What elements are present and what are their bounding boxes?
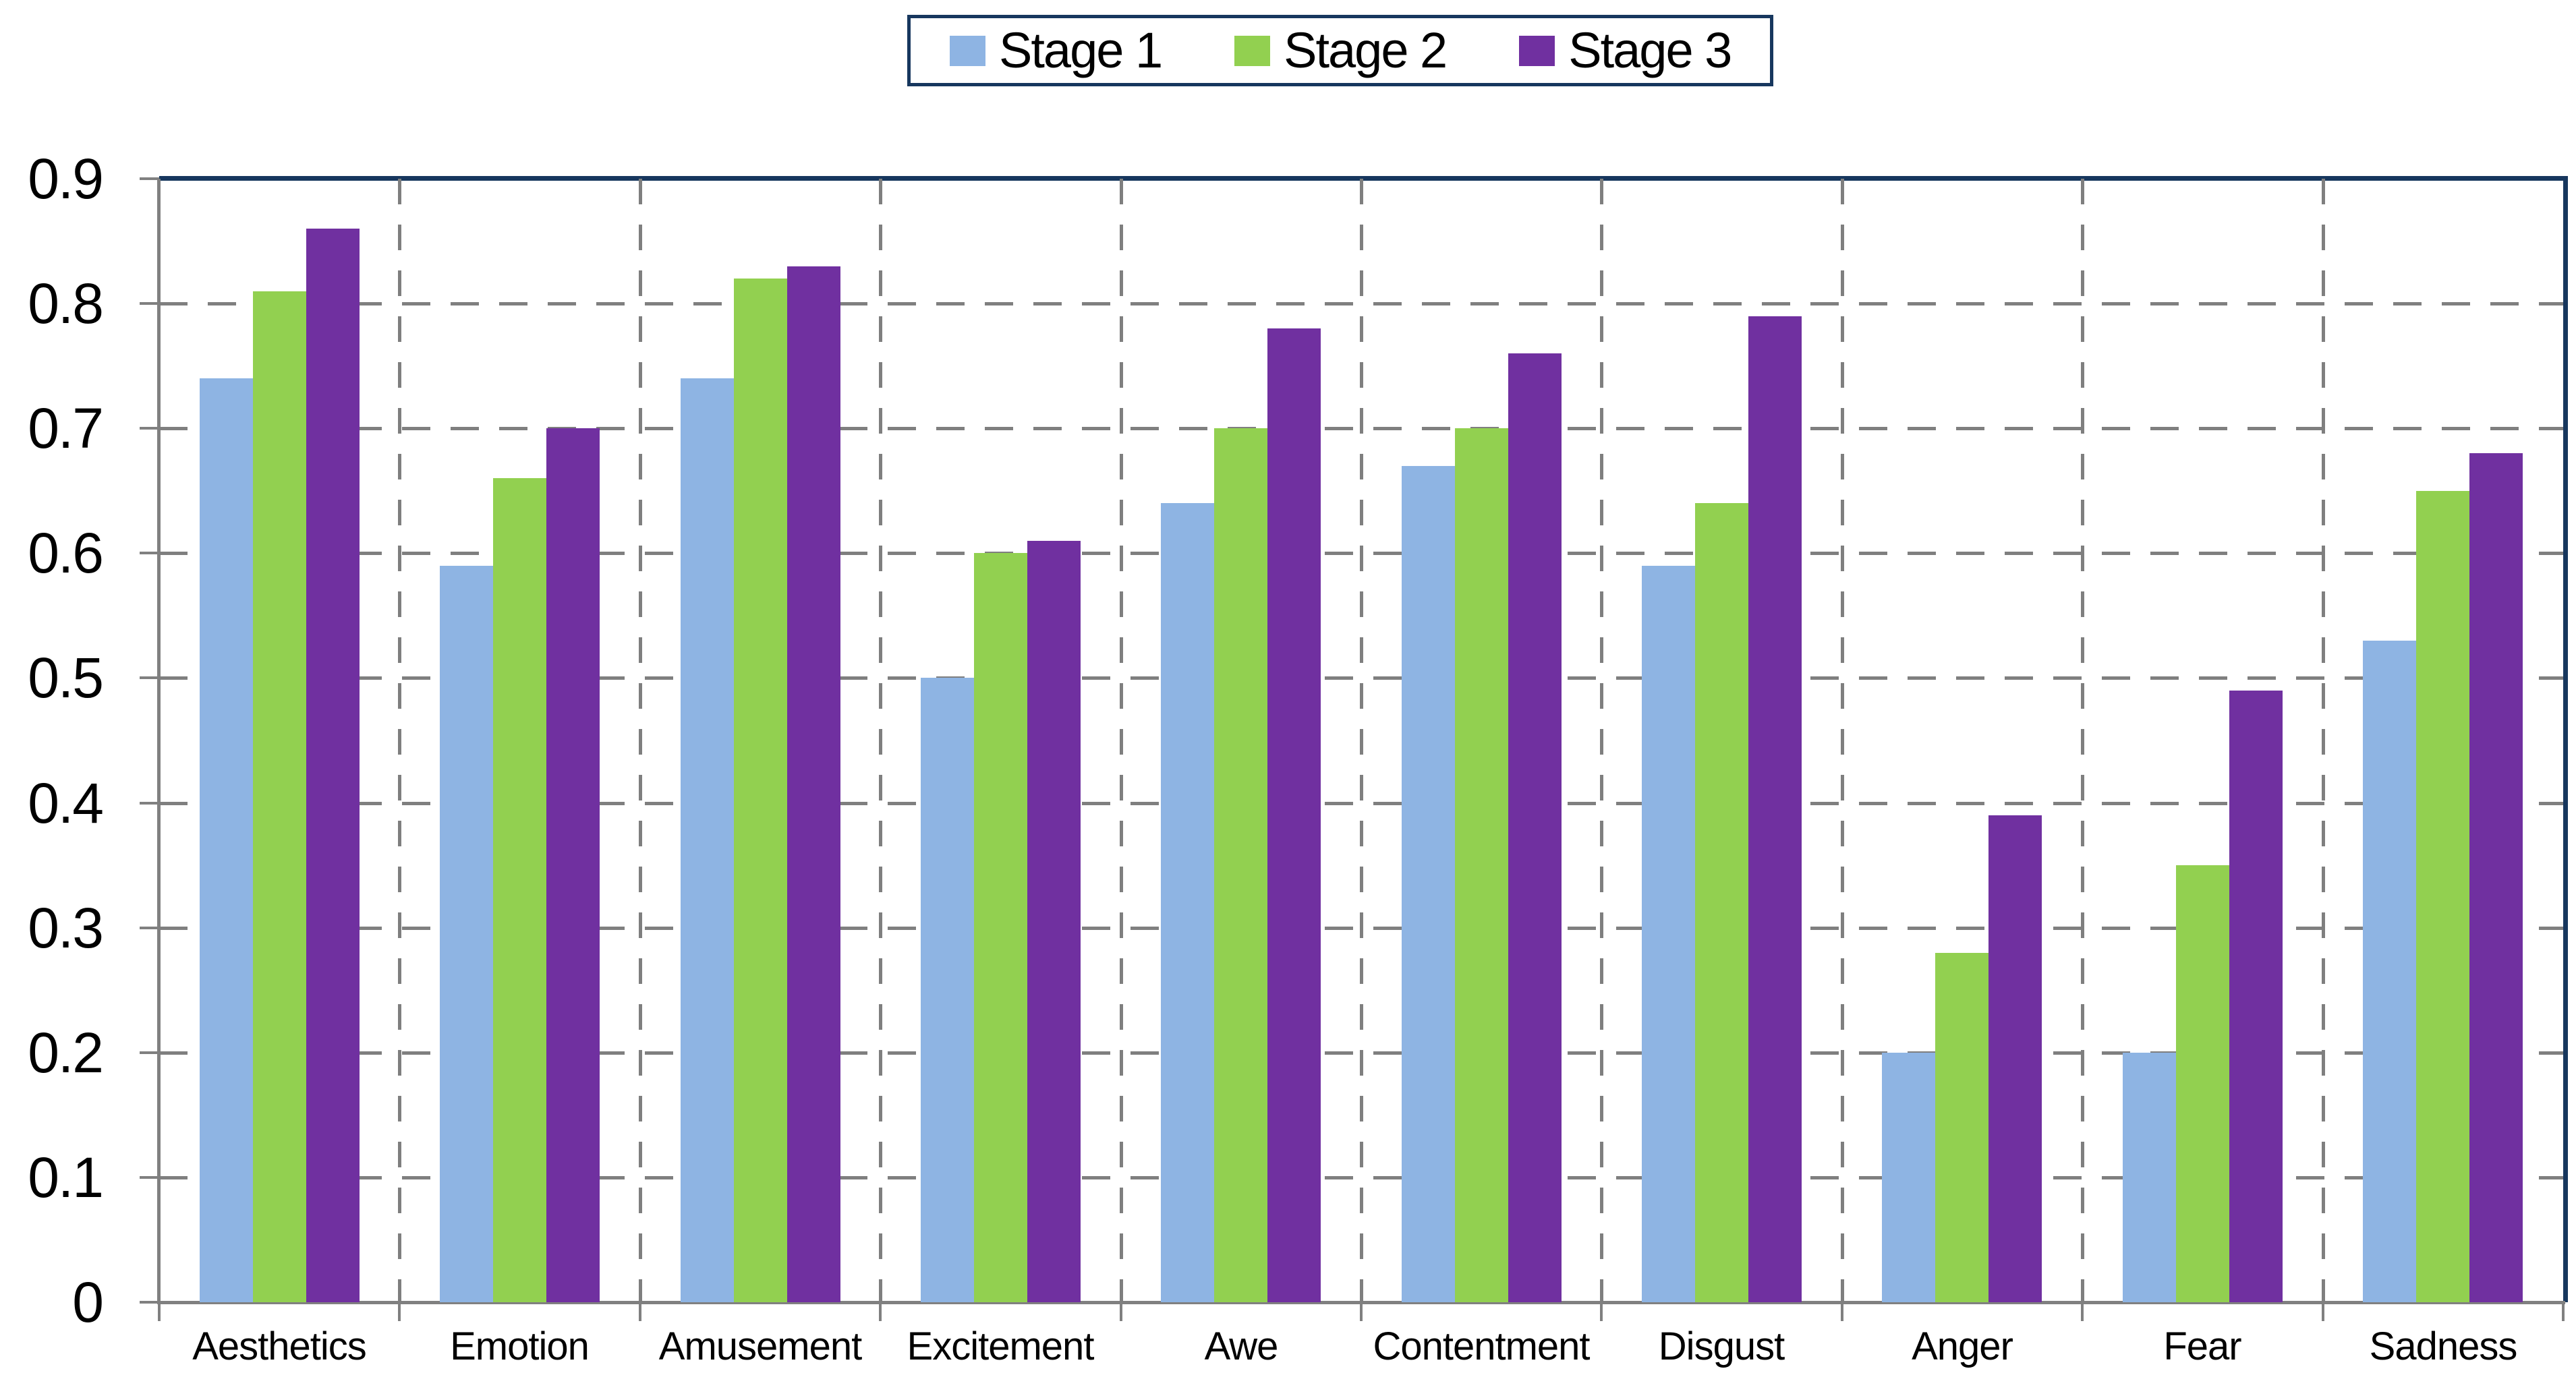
legend-item-stage3: Stage 3 bbox=[1519, 22, 1732, 78]
y-tick bbox=[140, 427, 159, 430]
legend: Stage 1 Stage 2 Stage 3 bbox=[907, 15, 1774, 86]
x-axis-label-amusement: Amusement bbox=[658, 1324, 862, 1368]
bar-stage2-anger bbox=[1935, 953, 1988, 1302]
v-gridline bbox=[1841, 179, 1844, 1302]
bar-stage1-contentment bbox=[1402, 466, 1455, 1302]
x-axis-label-sadness: Sadness bbox=[2369, 1324, 2518, 1368]
y-axis-label: 0.9 bbox=[28, 147, 104, 210]
y-axis-label: 0.2 bbox=[28, 1021, 104, 1084]
bar-stage1-fear bbox=[2123, 1053, 2176, 1302]
bar-stage3-anger bbox=[1988, 815, 2042, 1302]
legend-swatch-icon bbox=[1234, 35, 1271, 66]
y-axis-label: 0.1 bbox=[28, 1146, 104, 1209]
x-tick bbox=[2322, 1302, 2324, 1321]
x-tick bbox=[1360, 1302, 1363, 1321]
y-axis-label: 0 bbox=[72, 1271, 104, 1334]
legend-label: Stage 1 bbox=[999, 22, 1163, 78]
x-axis-label-excitement: Excitement bbox=[907, 1324, 1095, 1368]
bar-stage3-sadness bbox=[2469, 453, 2523, 1302]
y-tick bbox=[140, 676, 159, 679]
bar-stage1-disgust bbox=[1642, 566, 1695, 1302]
x-axis-label-aesthetics: Aesthetics bbox=[192, 1324, 367, 1368]
bar-stage2-emotion bbox=[493, 478, 546, 1302]
v-gridline bbox=[398, 179, 401, 1302]
v-gridline bbox=[879, 179, 882, 1302]
x-tick bbox=[639, 1302, 641, 1321]
x-axis-label-fear: Fear bbox=[2163, 1324, 2241, 1368]
plot-border-right bbox=[2563, 176, 2568, 1302]
bar-stage3-awe bbox=[1267, 328, 1321, 1302]
x-axis-label-anger: Anger bbox=[1912, 1324, 2013, 1368]
bar-stage1-anger bbox=[1882, 1053, 1935, 1302]
y-tick bbox=[140, 802, 159, 805]
x-tick bbox=[398, 1302, 401, 1321]
y-tick bbox=[140, 927, 159, 929]
y-tick bbox=[140, 302, 159, 305]
y-tick bbox=[140, 1051, 159, 1054]
bar-stage1-excitement bbox=[921, 678, 974, 1302]
bar-stage2-awe bbox=[1214, 428, 1267, 1302]
x-tick bbox=[1841, 1302, 1843, 1321]
y-axis-label: 0.7 bbox=[28, 397, 104, 460]
y-axis-line bbox=[157, 179, 161, 1302]
bar-stage1-aesthetics bbox=[200, 378, 253, 1302]
y-axis-label: 0.6 bbox=[28, 521, 104, 585]
x-axis-label-emotion: Emotion bbox=[450, 1324, 590, 1368]
legend-swatch-icon bbox=[1519, 35, 1555, 66]
bar-stage3-contentment bbox=[1508, 353, 1562, 1302]
bar-stage2-aesthetics bbox=[253, 291, 306, 1302]
x-axis-label-contentment: Contentment bbox=[1373, 1324, 1590, 1368]
x-tick bbox=[158, 1302, 161, 1321]
bar-stage2-disgust bbox=[1695, 503, 1748, 1302]
v-gridline bbox=[2081, 179, 2084, 1302]
x-tick bbox=[879, 1302, 882, 1321]
bar-stage2-amusement bbox=[734, 279, 787, 1302]
legend-swatch-icon bbox=[950, 35, 985, 66]
y-axis-label: 0.8 bbox=[28, 272, 104, 335]
bar-stage2-fear bbox=[2176, 865, 2229, 1302]
y-tick bbox=[140, 177, 159, 180]
bar-stage3-amusement bbox=[787, 266, 840, 1302]
legend-label: Stage 3 bbox=[1568, 22, 1732, 78]
x-axis-label-disgust: Disgust bbox=[1658, 1324, 1785, 1368]
x-tick bbox=[1120, 1302, 1122, 1321]
bar-stage3-excitement bbox=[1027, 541, 1081, 1302]
bar-stage3-disgust bbox=[1748, 316, 1802, 1302]
v-gridline bbox=[1600, 179, 1603, 1302]
bar-stage3-aesthetics bbox=[306, 229, 360, 1302]
bar-stage1-awe bbox=[1161, 503, 1214, 1302]
bar-stage1-emotion bbox=[440, 566, 493, 1302]
y-axis-label: 0.5 bbox=[28, 646, 104, 709]
x-tick bbox=[1600, 1302, 1603, 1321]
x-tick bbox=[2562, 1302, 2565, 1321]
y-axis-label: 0.3 bbox=[28, 896, 104, 960]
x-axis-label-awe: Awe bbox=[1204, 1324, 1279, 1368]
y-tick bbox=[140, 1301, 159, 1304]
legend-item-stage2: Stage 2 bbox=[1234, 22, 1448, 78]
bar-stage2-sadness bbox=[2416, 491, 2469, 1302]
v-gridline bbox=[1360, 179, 1363, 1302]
v-gridline bbox=[639, 179, 642, 1302]
bar-stage2-contentment bbox=[1455, 428, 1508, 1302]
bar-stage1-sadness bbox=[2363, 641, 2416, 1302]
bar-stage3-emotion bbox=[546, 428, 600, 1302]
y-axis-label: 0.4 bbox=[28, 771, 104, 835]
v-gridline bbox=[1120, 179, 1123, 1302]
v-gridline bbox=[2322, 179, 2325, 1302]
y-tick bbox=[140, 552, 159, 554]
x-tick bbox=[2081, 1302, 2084, 1321]
legend-label: Stage 2 bbox=[1284, 22, 1448, 78]
legend-item-stage1: Stage 1 bbox=[950, 22, 1163, 78]
plot-border-top bbox=[159, 176, 2568, 181]
bar-stage3-fear bbox=[2229, 691, 2283, 1302]
bar-stage2-excitement bbox=[974, 553, 1027, 1302]
bar-stage1-amusement bbox=[681, 378, 734, 1302]
y-tick bbox=[140, 1176, 159, 1179]
